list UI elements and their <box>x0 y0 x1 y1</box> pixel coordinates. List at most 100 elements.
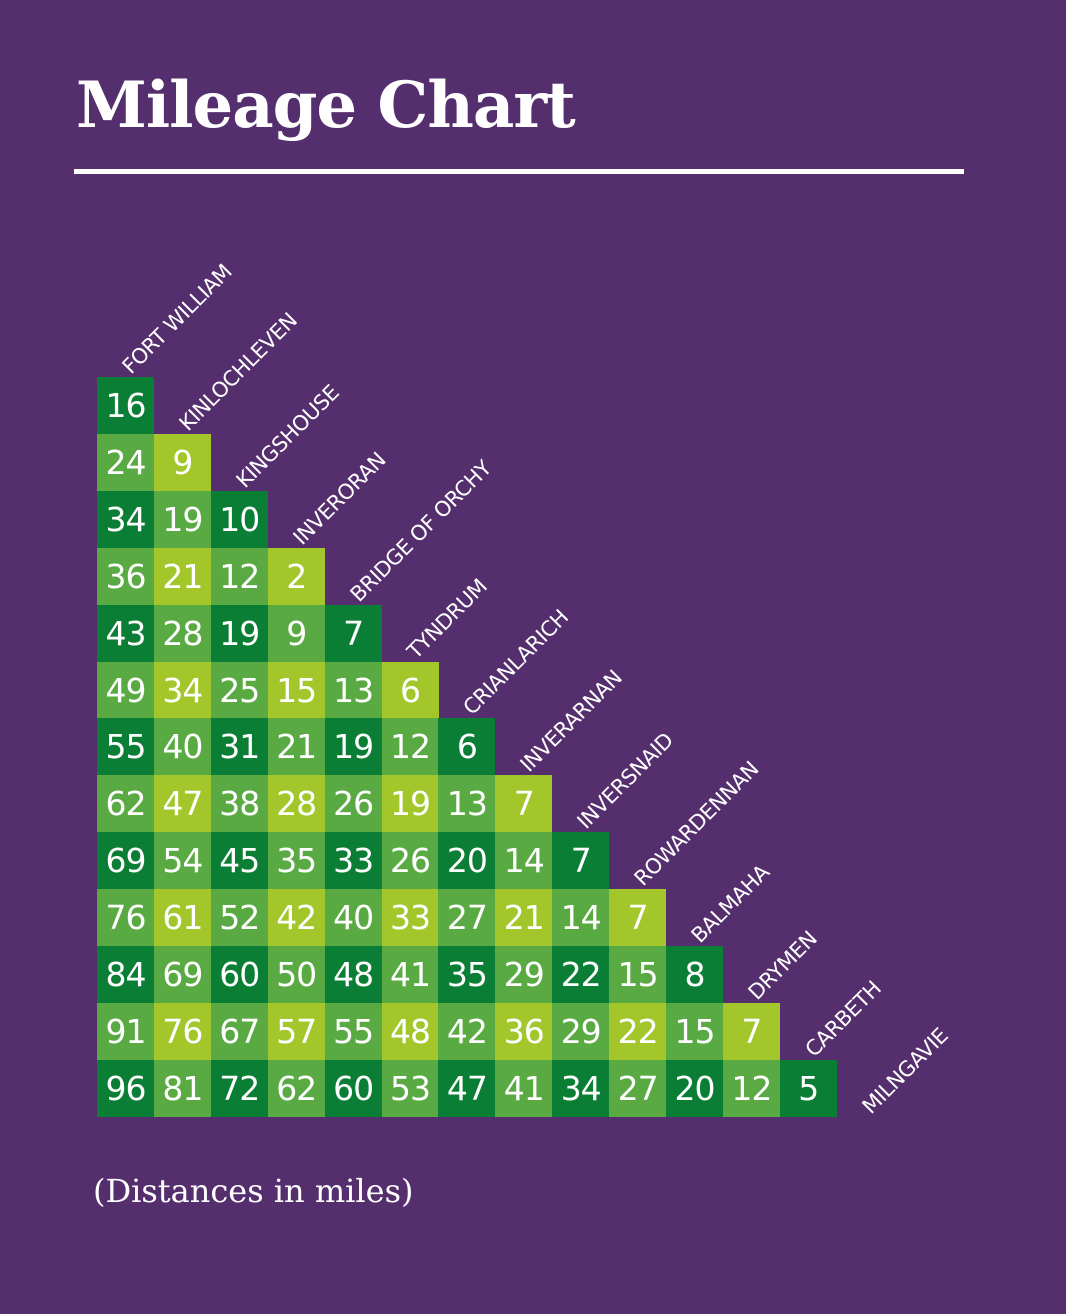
distance-cell: 91 <box>97 1002 154 1060</box>
distance-cell: 12 <box>210 547 268 605</box>
distance-cell: 9 <box>153 433 211 491</box>
distance-cell: 41 <box>381 946 439 1003</box>
distance-cell: 19 <box>381 775 439 833</box>
distance-cell: 33 <box>381 889 439 947</box>
distance-cell: 20 <box>438 832 496 890</box>
distance-cell: 28 <box>267 775 325 833</box>
distance-cell: 76 <box>153 1002 211 1060</box>
distance-cell: 40 <box>153 718 211 776</box>
distance-cell: 61 <box>153 889 211 947</box>
distance-cell: 31 <box>210 718 268 776</box>
distance-cell: 96 <box>97 1059 154 1117</box>
distance-cell: 62 <box>97 775 154 833</box>
distance-cell: 27 <box>438 889 496 947</box>
distance-cell: 8 <box>666 946 723 1003</box>
location-label: CRIANLARICH <box>458 605 574 720</box>
title-divider <box>74 169 964 174</box>
distance-cell: 10 <box>210 490 268 548</box>
distance-cell: 35 <box>267 832 325 890</box>
distance-cell: 2 <box>267 547 325 605</box>
distance-cell: 49 <box>97 661 154 719</box>
distance-cell: 19 <box>210 604 268 662</box>
distance-cell: 84 <box>97 946 154 1003</box>
distance-cell: 48 <box>381 1002 439 1060</box>
distance-cell: 12 <box>381 718 439 776</box>
location-label: KINGSHOUSE <box>231 380 344 493</box>
distance-cell: 15 <box>609 946 667 1003</box>
distance-cell: 69 <box>97 832 154 890</box>
distance-cell: 20 <box>666 1059 723 1117</box>
distance-cell: 81 <box>153 1059 211 1117</box>
distance-cell: 24 <box>97 433 154 491</box>
location-label: INVERSNAID <box>572 728 679 834</box>
distance-cell: 55 <box>324 1002 382 1060</box>
distance-cell: 22 <box>609 1002 667 1060</box>
distance-cell: 9 <box>267 604 325 662</box>
distance-cell: 15 <box>666 1002 723 1060</box>
distance-cell: 76 <box>97 889 154 947</box>
distance-cell: 67 <box>210 1002 268 1060</box>
distance-cell: 21 <box>267 718 325 776</box>
distance-cell: 34 <box>97 490 154 548</box>
distance-cell: 26 <box>324 775 382 833</box>
distance-cell: 21 <box>153 547 211 605</box>
distance-cell: 55 <box>97 718 154 776</box>
distance-cell: 7 <box>324 604 382 662</box>
distance-cell: 60 <box>210 946 268 1003</box>
distance-cell: 6 <box>438 718 496 776</box>
distance-cell: 48 <box>324 946 382 1003</box>
distance-cell: 53 <box>381 1059 439 1117</box>
distance-cell: 36 <box>97 547 154 605</box>
distance-cell: 45 <box>210 832 268 890</box>
distance-cell: 13 <box>438 775 496 833</box>
distance-cell: 27 <box>609 1059 667 1117</box>
distance-cell: 7 <box>722 1002 780 1060</box>
distance-cell: 26 <box>381 832 439 890</box>
distance-cell: 50 <box>267 946 325 1003</box>
distance-cell: 19 <box>153 490 211 548</box>
page-title: Mileage Chart <box>76 68 576 143</box>
distance-cell: 47 <box>153 775 211 833</box>
location-label: INVERARNAN <box>515 665 627 777</box>
distance-cell: 28 <box>153 604 211 662</box>
location-label: BALMAHA <box>686 860 775 948</box>
distance-cell: 14 <box>495 832 553 890</box>
distance-cell: 69 <box>153 946 211 1003</box>
distance-cell: 6 <box>381 661 439 719</box>
distance-cell: 7 <box>609 889 667 947</box>
distance-cell: 25 <box>210 661 268 719</box>
distance-unit-note: (Distances in miles) <box>93 1172 414 1210</box>
distance-cell: 12 <box>722 1059 780 1117</box>
location-label: CARBETH <box>800 976 886 1062</box>
distance-cell: 47 <box>438 1059 496 1117</box>
distance-cell: 41 <box>495 1059 553 1117</box>
distance-cell: 34 <box>552 1059 610 1117</box>
distance-cell: 21 <box>495 889 553 947</box>
distance-cell: 14 <box>552 889 610 947</box>
distance-cell: 5 <box>779 1059 837 1117</box>
distance-cell: 62 <box>267 1059 325 1117</box>
distance-cell: 16 <box>97 377 154 434</box>
distance-cell: 7 <box>552 832 610 890</box>
distance-cell: 13 <box>324 661 382 719</box>
distance-cell: 33 <box>324 832 382 890</box>
location-label: MILNGAVIE <box>857 1023 953 1119</box>
distance-cell: 35 <box>438 946 496 1003</box>
location-label: DRYMEN <box>743 926 822 1005</box>
distance-cell: 42 <box>438 1002 496 1060</box>
distance-cell: 43 <box>97 604 154 662</box>
distance-cell: 42 <box>267 889 325 947</box>
location-label: KINLOCHLEVEN <box>174 308 302 436</box>
distance-cell: 19 <box>324 718 382 776</box>
distance-cell: 40 <box>324 889 382 947</box>
distance-cell: 60 <box>324 1059 382 1117</box>
distance-cell: 57 <box>267 1002 325 1060</box>
distance-cell: 52 <box>210 889 268 947</box>
location-label: ROWARDENNAN <box>629 756 764 891</box>
distance-cell: 34 <box>153 661 211 719</box>
distance-cell: 15 <box>267 661 325 719</box>
distance-cell: 29 <box>495 946 553 1003</box>
distance-cell: 54 <box>153 832 211 890</box>
